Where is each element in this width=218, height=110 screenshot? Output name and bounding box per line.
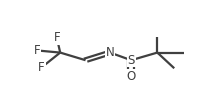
Text: F: F bbox=[34, 44, 41, 57]
Text: F: F bbox=[53, 31, 60, 44]
Text: F: F bbox=[38, 61, 45, 74]
Text: S: S bbox=[128, 54, 135, 67]
Text: O: O bbox=[126, 70, 136, 83]
Text: N: N bbox=[106, 46, 114, 59]
